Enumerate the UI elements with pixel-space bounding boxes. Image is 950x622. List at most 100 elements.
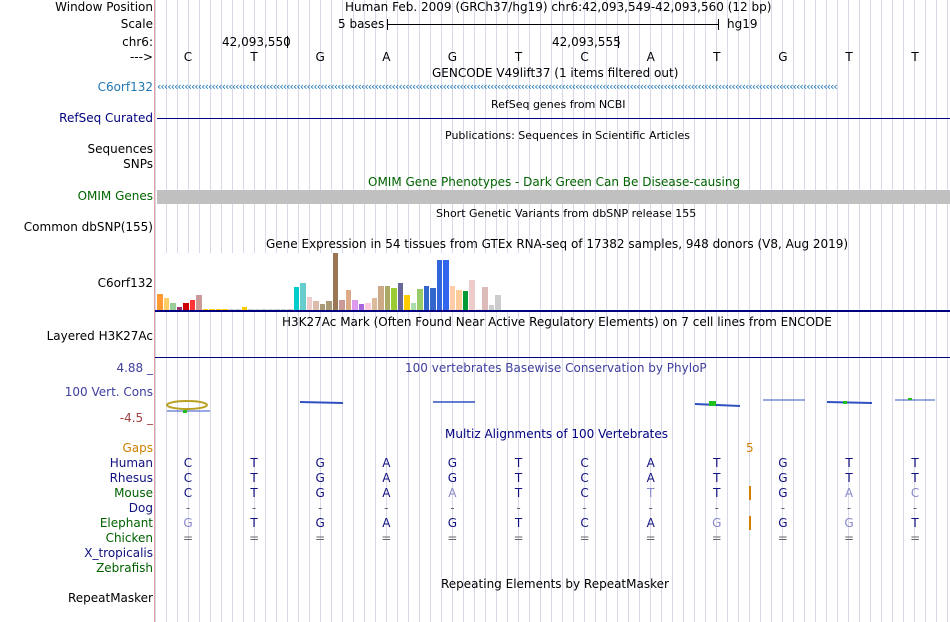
alignment-base: A: [646, 471, 655, 485]
species-label[interactable]: X_tropicalis: [84, 546, 153, 560]
phylop-mark: [166, 400, 208, 410]
strand-label: --->: [129, 50, 153, 64]
gtex-bar[interactable]: [358, 304, 364, 310]
gtex-bar[interactable]: [267, 309, 273, 310]
gtex-bar[interactable]: [170, 303, 176, 310]
gtex-bar[interactable]: [313, 301, 319, 310]
gtex-bar[interactable]: [469, 280, 475, 310]
phylop-conservation-plot[interactable]: [155, 392, 950, 417]
h3k27ac-label[interactable]: Layered H3K27Ac: [46, 329, 153, 343]
gtex-bar[interactable]: [163, 298, 169, 310]
position-tick-2-mark: [618, 36, 619, 48]
gtex-bar[interactable]: [274, 309, 280, 310]
gtex-bar[interactable]: [280, 309, 286, 310]
phylop-mark: [183, 410, 187, 413]
species-label[interactable]: Rhesus: [109, 471, 153, 485]
gtex-bar[interactable]: [488, 305, 494, 310]
gtex-bar[interactable]: [371, 298, 377, 310]
gtex-bar[interactable]: [384, 286, 390, 310]
gtex-bar[interactable]: [495, 295, 501, 310]
gtex-bar[interactable]: [397, 283, 403, 310]
refseq-label[interactable]: RefSeq Curated: [59, 111, 153, 125]
gtex-bar[interactable]: [287, 309, 293, 310]
elephant-insertion-mark: [749, 516, 751, 530]
gtex-bar[interactable]: [404, 295, 410, 310]
gtex-bar[interactable]: [306, 297, 312, 310]
gtex-bar[interactable]: [378, 286, 384, 310]
gtex-bar[interactable]: [345, 290, 351, 310]
omim-label[interactable]: OMIM Genes: [77, 189, 153, 203]
alignment-base: -: [318, 501, 323, 515]
gtex-bar[interactable]: [319, 304, 325, 310]
gtex-bar[interactable]: [443, 260, 449, 310]
position-tick-2: 42,093,555: [552, 35, 621, 49]
alignment-base: =: [447, 531, 458, 545]
gtex-bar[interactable]: [352, 300, 358, 310]
repeatmasker-label[interactable]: RepeatMasker: [67, 591, 153, 605]
species-label[interactable]: Mouse: [114, 486, 153, 500]
gtex-bar[interactable]: [436, 260, 442, 310]
species-label[interactable]: Human: [109, 456, 153, 470]
gtex-bar[interactable]: [332, 253, 338, 310]
gtex-bar[interactable]: [475, 309, 481, 310]
gencode-title: GENCODE V49lift37 (1 items filtered out): [432, 66, 679, 80]
gtex-bar[interactable]: [196, 295, 202, 310]
gtex-bar[interactable]: [254, 309, 260, 310]
publications-label-1[interactable]: Sequences: [87, 142, 153, 156]
mouse-insertion-mark: [749, 486, 751, 500]
reference-base: G: [778, 50, 788, 64]
gtex-label[interactable]: C6orf132: [97, 276, 153, 290]
alignment-base: -: [582, 501, 587, 515]
gtex-bar[interactable]: [391, 288, 397, 310]
gtex-bar[interactable]: [482, 287, 488, 310]
chrom-label: chr6:: [122, 35, 153, 49]
gtex-bar[interactable]: [261, 309, 267, 310]
alignment-base: G: [447, 456, 458, 470]
gtex-bar[interactable]: [326, 301, 332, 310]
gtex-bar[interactable]: [417, 289, 423, 310]
species-label[interactable]: Chicken: [105, 531, 153, 545]
gaps-label[interactable]: Gaps: [122, 441, 153, 455]
gtex-bar[interactable]: [423, 286, 429, 310]
gtex-bar[interactable]: [183, 303, 189, 310]
refseq-gene-line[interactable]: [157, 118, 950, 119]
gtex-bar[interactable]: [456, 290, 462, 310]
gtex-bar[interactable]: [410, 303, 416, 310]
gtex-bar[interactable]: [215, 309, 221, 310]
alignment-base: T: [250, 471, 258, 485]
gtex-bar[interactable]: [202, 309, 208, 310]
dbsnp-label[interactable]: Common dbSNP(155): [23, 220, 153, 234]
gtex-bar[interactable]: [222, 309, 228, 310]
alignment-base: -: [714, 501, 719, 515]
alignment-base: G: [778, 471, 788, 485]
gencode-gene-feature[interactable]: ‹‹‹‹‹‹‹‹‹‹‹‹‹‹‹‹‹‹‹‹‹‹‹‹‹‹‹‹‹‹‹‹‹‹‹‹‹‹‹‹…: [157, 81, 838, 93]
gtex-bar[interactable]: [157, 294, 163, 310]
gtex-bar[interactable]: [430, 288, 436, 310]
gtex-bar[interactable]: [248, 309, 254, 310]
omim-feature-bar[interactable]: [157, 190, 950, 204]
gtex-bar[interactable]: [300, 283, 306, 310]
gtex-bar[interactable]: [189, 300, 195, 310]
alignment-base: G: [315, 516, 325, 530]
phylop-max: 4.88 _: [116, 361, 153, 375]
alignment-base: =: [843, 531, 855, 545]
alignment-base: G: [844, 516, 854, 530]
alignment-base: -: [912, 501, 918, 515]
gtex-bar[interactable]: [241, 307, 247, 310]
gtex-bar[interactable]: [462, 291, 468, 310]
gtex-bar[interactable]: [365, 303, 371, 310]
species-label[interactable]: Zebrafish: [96, 561, 153, 575]
gtex-bar[interactable]: [339, 300, 345, 310]
gtex-bar[interactable]: [449, 286, 455, 310]
gtex-bar[interactable]: [235, 309, 241, 310]
gtex-bar[interactable]: [228, 309, 234, 310]
gtex-bar[interactable]: [293, 287, 299, 310]
phylop-label[interactable]: 100 Vert. Cons: [64, 385, 153, 399]
species-label[interactable]: Elephant: [99, 516, 153, 530]
gencode-label[interactable]: C6orf132: [97, 80, 153, 94]
publications-label-2[interactable]: SNPs: [123, 157, 153, 171]
species-label[interactable]: Dog: [128, 501, 153, 515]
alignment-base: -: [450, 501, 455, 515]
gtex-bar[interactable]: [176, 307, 182, 310]
gtex-bar[interactable]: [209, 309, 215, 310]
